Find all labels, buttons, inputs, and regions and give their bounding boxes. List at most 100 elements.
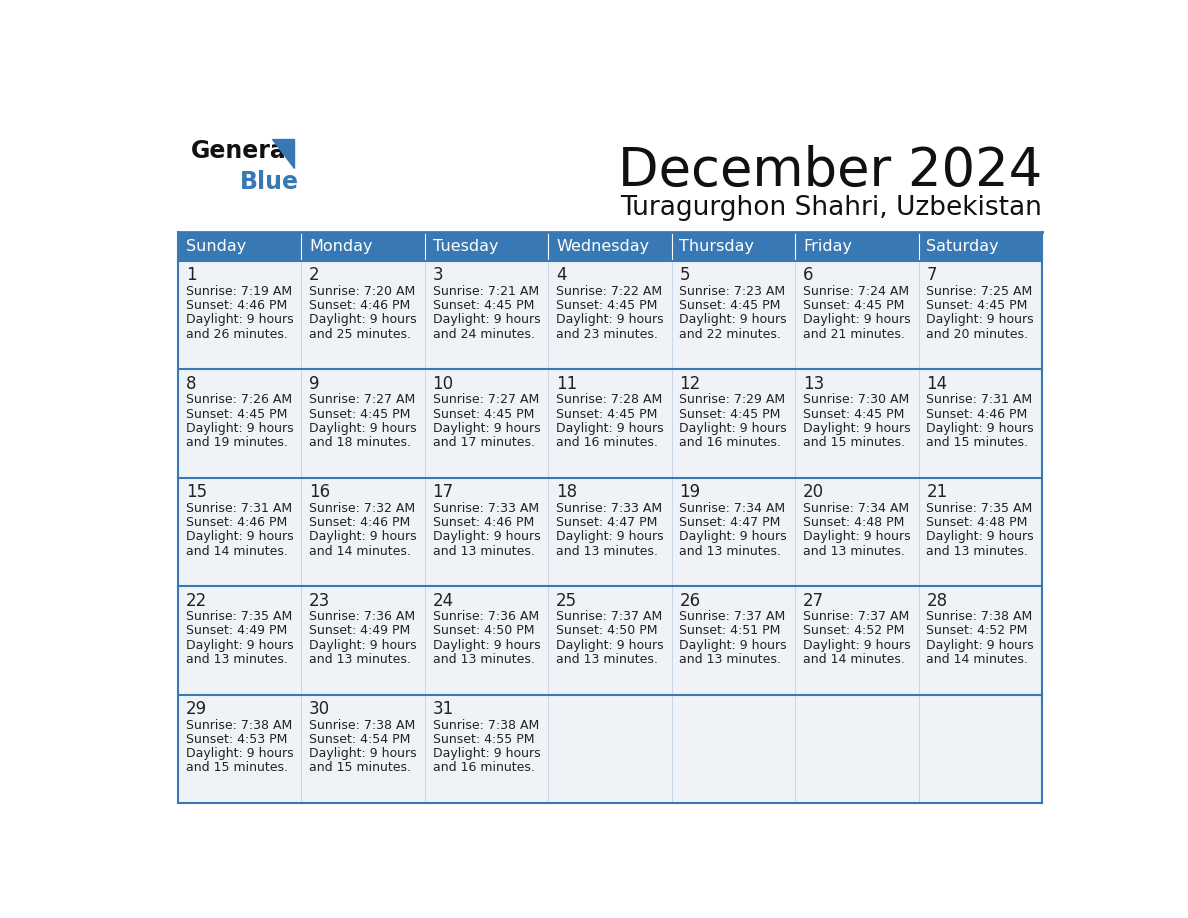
Text: 26: 26	[680, 592, 701, 610]
Text: and 26 minutes.: and 26 minutes.	[185, 328, 287, 341]
Text: Sunrise: 7:32 AM: Sunrise: 7:32 AM	[309, 502, 416, 515]
Text: Daylight: 9 hours: Daylight: 9 hours	[803, 531, 910, 543]
Text: and 16 minutes.: and 16 minutes.	[432, 761, 535, 775]
Text: Daylight: 9 hours: Daylight: 9 hours	[927, 313, 1034, 327]
Text: Sunrise: 7:19 AM: Sunrise: 7:19 AM	[185, 285, 292, 298]
Text: and 14 minutes.: and 14 minutes.	[803, 653, 905, 666]
Text: Daylight: 9 hours: Daylight: 9 hours	[432, 747, 541, 760]
Text: Sunset: 4:45 PM: Sunset: 4:45 PM	[432, 408, 533, 420]
Text: and 17 minutes.: and 17 minutes.	[432, 436, 535, 449]
Text: Sunset: 4:46 PM: Sunset: 4:46 PM	[309, 299, 410, 312]
Text: 5: 5	[680, 266, 690, 285]
Text: and 14 minutes.: and 14 minutes.	[185, 544, 287, 557]
Text: and 19 minutes.: and 19 minutes.	[185, 436, 287, 449]
Text: Sunset: 4:45 PM: Sunset: 4:45 PM	[680, 299, 781, 312]
Text: and 13 minutes.: and 13 minutes.	[556, 653, 658, 666]
Text: Monday: Monday	[309, 239, 373, 254]
Text: 14: 14	[927, 375, 948, 393]
Text: Daylight: 9 hours: Daylight: 9 hours	[680, 313, 788, 327]
Text: Sunrise: 7:30 AM: Sunrise: 7:30 AM	[803, 394, 909, 407]
Text: Sunrise: 7:37 AM: Sunrise: 7:37 AM	[680, 610, 785, 623]
Text: 28: 28	[927, 592, 948, 610]
Text: Sunset: 4:45 PM: Sunset: 4:45 PM	[927, 299, 1028, 312]
Text: Sunrise: 7:24 AM: Sunrise: 7:24 AM	[803, 285, 909, 298]
Text: Daylight: 9 hours: Daylight: 9 hours	[185, 422, 293, 435]
Text: Tuesday: Tuesday	[432, 239, 498, 254]
Bar	[918, 232, 1042, 261]
Text: and 13 minutes.: and 13 minutes.	[309, 653, 411, 666]
Text: 4: 4	[556, 266, 567, 285]
Text: Daylight: 9 hours: Daylight: 9 hours	[309, 422, 417, 435]
Text: 31: 31	[432, 700, 454, 718]
Text: Sunset: 4:46 PM: Sunset: 4:46 PM	[432, 516, 533, 529]
Text: and 13 minutes.: and 13 minutes.	[432, 544, 535, 557]
Text: and 23 minutes.: and 23 minutes.	[556, 328, 658, 341]
Text: Sunset: 4:48 PM: Sunset: 4:48 PM	[803, 516, 904, 529]
Text: Sunday: Sunday	[185, 239, 246, 254]
Text: General: General	[191, 140, 295, 163]
Text: Sunset: 4:50 PM: Sunset: 4:50 PM	[432, 624, 535, 637]
Text: Daylight: 9 hours: Daylight: 9 hours	[432, 313, 541, 327]
Text: Turagurghon Shahri, Uzbekistan: Turagurghon Shahri, Uzbekistan	[620, 195, 1042, 221]
Text: 9: 9	[309, 375, 320, 393]
Text: Blue: Blue	[240, 170, 299, 195]
Bar	[178, 587, 1042, 695]
Text: Daylight: 9 hours: Daylight: 9 hours	[185, 313, 293, 327]
Bar	[425, 232, 549, 261]
Text: Daylight: 9 hours: Daylight: 9 hours	[309, 747, 417, 760]
Text: Sunset: 4:48 PM: Sunset: 4:48 PM	[927, 516, 1028, 529]
Text: Sunrise: 7:21 AM: Sunrise: 7:21 AM	[432, 285, 538, 298]
Text: Sunrise: 7:31 AM: Sunrise: 7:31 AM	[185, 502, 292, 515]
Text: and 13 minutes.: and 13 minutes.	[803, 544, 905, 557]
Text: Daylight: 9 hours: Daylight: 9 hours	[927, 422, 1034, 435]
Polygon shape	[272, 140, 295, 168]
Text: and 14 minutes.: and 14 minutes.	[309, 544, 411, 557]
Bar	[178, 261, 1042, 370]
Text: 8: 8	[185, 375, 196, 393]
Text: 18: 18	[556, 483, 577, 501]
Text: and 13 minutes.: and 13 minutes.	[185, 653, 287, 666]
Text: Sunset: 4:55 PM: Sunset: 4:55 PM	[432, 733, 535, 745]
Text: Daylight: 9 hours: Daylight: 9 hours	[680, 422, 788, 435]
Text: Sunrise: 7:36 AM: Sunrise: 7:36 AM	[309, 610, 416, 623]
Text: 12: 12	[680, 375, 701, 393]
Text: and 13 minutes.: and 13 minutes.	[680, 653, 782, 666]
Text: Daylight: 9 hours: Daylight: 9 hours	[185, 639, 293, 652]
Text: Sunset: 4:52 PM: Sunset: 4:52 PM	[803, 624, 904, 637]
Text: and 24 minutes.: and 24 minutes.	[432, 328, 535, 341]
Bar	[178, 232, 302, 261]
Text: Saturday: Saturday	[927, 239, 999, 254]
Text: Sunrise: 7:38 AM: Sunrise: 7:38 AM	[185, 719, 292, 732]
Text: Sunrise: 7:23 AM: Sunrise: 7:23 AM	[680, 285, 785, 298]
Text: Sunset: 4:46 PM: Sunset: 4:46 PM	[309, 516, 410, 529]
Text: Sunrise: 7:38 AM: Sunrise: 7:38 AM	[927, 610, 1032, 623]
Text: Sunset: 4:45 PM: Sunset: 4:45 PM	[556, 408, 657, 420]
Text: 2: 2	[309, 266, 320, 285]
Text: Daylight: 9 hours: Daylight: 9 hours	[556, 639, 664, 652]
Text: Sunrise: 7:36 AM: Sunrise: 7:36 AM	[432, 610, 538, 623]
Text: 21: 21	[927, 483, 948, 501]
Text: and 25 minutes.: and 25 minutes.	[309, 328, 411, 341]
Text: Sunrise: 7:38 AM: Sunrise: 7:38 AM	[432, 719, 539, 732]
Text: 25: 25	[556, 592, 577, 610]
Text: Daylight: 9 hours: Daylight: 9 hours	[803, 639, 910, 652]
Text: Friday: Friday	[803, 239, 852, 254]
Text: 23: 23	[309, 592, 330, 610]
Text: Sunset: 4:45 PM: Sunset: 4:45 PM	[556, 299, 657, 312]
Text: Daylight: 9 hours: Daylight: 9 hours	[432, 422, 541, 435]
Text: 30: 30	[309, 700, 330, 718]
Text: Sunset: 4:54 PM: Sunset: 4:54 PM	[309, 733, 411, 745]
Text: Sunset: 4:53 PM: Sunset: 4:53 PM	[185, 733, 287, 745]
Text: Sunrise: 7:35 AM: Sunrise: 7:35 AM	[185, 610, 292, 623]
Text: Daylight: 9 hours: Daylight: 9 hours	[309, 313, 417, 327]
Text: and 16 minutes.: and 16 minutes.	[680, 436, 782, 449]
Text: Daylight: 9 hours: Daylight: 9 hours	[185, 747, 293, 760]
Text: Sunset: 4:45 PM: Sunset: 4:45 PM	[309, 408, 411, 420]
Text: 16: 16	[309, 483, 330, 501]
Text: and 21 minutes.: and 21 minutes.	[803, 328, 905, 341]
Text: Daylight: 9 hours: Daylight: 9 hours	[556, 313, 664, 327]
Text: and 15 minutes.: and 15 minutes.	[309, 761, 411, 775]
Text: Sunset: 4:45 PM: Sunset: 4:45 PM	[680, 408, 781, 420]
Text: Wednesday: Wednesday	[556, 239, 649, 254]
Text: Daylight: 9 hours: Daylight: 9 hours	[927, 531, 1034, 543]
